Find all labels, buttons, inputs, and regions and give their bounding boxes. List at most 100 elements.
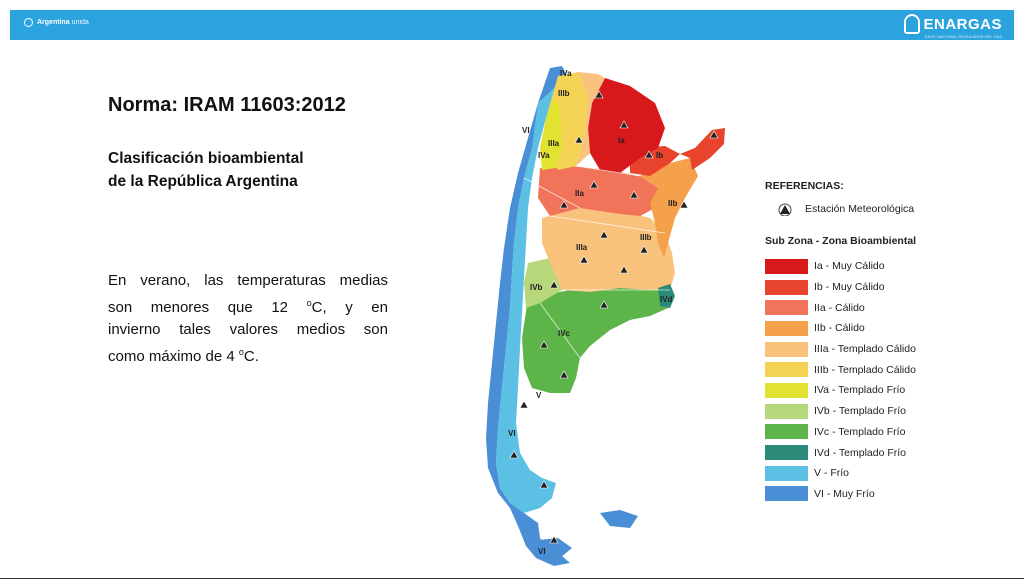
legend-zone-item: IIb - Cálido bbox=[765, 318, 975, 339]
legend-swatch bbox=[765, 279, 808, 295]
para-line-3: invierno tales valores medios son bbox=[108, 321, 388, 338]
legend-station-label: Estación Meteorológica bbox=[805, 203, 915, 215]
legend-zone-item: Ib - Muy Cálido bbox=[765, 277, 975, 298]
map-label-iiia: IIIa bbox=[576, 243, 588, 252]
zone-iia-region bbox=[538, 166, 658, 216]
legend-zone-label: Ib - Muy Cálido bbox=[814, 281, 885, 294]
legend-zone-label: IIIa - Templado Cálido bbox=[814, 343, 916, 356]
legend-zone-title: Sub Zona - Zona Bioambiental bbox=[765, 235, 917, 247]
weather-stations bbox=[509, 90, 719, 544]
legend-zone-label: VI - Muy Frío bbox=[814, 487, 875, 500]
legend-title: REFERENCIAS: bbox=[765, 180, 844, 192]
station-triangle-icon bbox=[679, 200, 689, 209]
station-triangle-icon bbox=[778, 203, 792, 216]
legend-zone-label: IIa - Cálido bbox=[814, 301, 865, 314]
map-label-iiib-north: IIIb bbox=[558, 89, 570, 98]
zone-iiia-north-region bbox=[576, 72, 605, 166]
subtitle-line-2: de la República Argentina bbox=[108, 173, 298, 190]
slide-title: Norma: IRAM 11603:2012 bbox=[108, 94, 346, 116]
legend-swatch bbox=[765, 445, 808, 461]
legend-swatch bbox=[765, 382, 808, 398]
degree-sign: o bbox=[306, 298, 312, 308]
map-label-ib: Ib bbox=[656, 151, 663, 160]
legend-zone-label: IVa - Templado Frío bbox=[814, 384, 906, 397]
station-triangle-icon bbox=[644, 150, 654, 159]
para-line-1: En verano, las temperaturas medias bbox=[108, 272, 388, 289]
legend-swatch bbox=[765, 486, 808, 502]
station-triangle-icon bbox=[539, 340, 549, 349]
legend-swatch bbox=[765, 465, 808, 481]
legend-zone-label: IIb - Cálido bbox=[814, 322, 865, 335]
station-triangle-icon bbox=[579, 255, 589, 264]
subtitle-line-1: Clasificación bioambiental bbox=[108, 150, 304, 167]
station-triangle-icon bbox=[539, 480, 549, 489]
left-brand-sub: unida bbox=[71, 19, 89, 26]
map-label-vi-north: VI bbox=[522, 126, 530, 135]
argentina-bioclimatic-map: IVa IIIb VI IIIa IVa Ia Ib IIa IIb IIIa … bbox=[486, 66, 725, 566]
map-label-ia: Ia bbox=[618, 136, 625, 145]
station-triangle-icon bbox=[509, 450, 519, 459]
para-line-4-b: C. bbox=[243, 348, 259, 365]
zone-ia-misiones-region bbox=[680, 128, 725, 170]
para-line-4: como máximo de 4 oC. bbox=[108, 341, 388, 368]
zone-ivc-region bbox=[522, 284, 672, 393]
legend-swatch bbox=[765, 341, 808, 357]
station-triangle-icon bbox=[574, 135, 584, 144]
enargas-tagline: ENTE NACIONAL REGULADOR DEL GAS bbox=[925, 34, 1002, 39]
legend-swatch bbox=[765, 403, 808, 419]
slide-subtitle: Clasificación bioambiental de la Repúbli… bbox=[108, 147, 408, 193]
degree-sign: o bbox=[238, 347, 244, 357]
para-line-4-a: como máximo de 4 bbox=[108, 348, 239, 365]
top-banner: Argentina unida ENARGAS ENTE NACIONAL RE… bbox=[10, 10, 1014, 40]
station-triangle-icon bbox=[599, 230, 609, 239]
station-triangle-icon bbox=[619, 120, 629, 129]
station-triangle-icon bbox=[629, 190, 639, 199]
map-label-iiia-north: IIIa bbox=[548, 139, 560, 148]
legend-zone-item: IIIb - Templado Cálido bbox=[765, 359, 975, 380]
zone-iva-region bbox=[540, 98, 562, 170]
legend-zone-item: IVb - Templado Frío bbox=[765, 401, 975, 422]
divider bbox=[0, 578, 1024, 579]
enargas-emblem-icon bbox=[904, 14, 921, 34]
para-line-2-a: son menores que 12 bbox=[108, 299, 307, 316]
map-label-vi-south: VI bbox=[538, 547, 546, 556]
legend-swatch bbox=[765, 424, 808, 440]
map-label-ivd: IVd bbox=[660, 295, 673, 304]
legend-zone-item: IIIa - Templado Cálido bbox=[765, 339, 975, 360]
para-line-2-b: C, y en bbox=[311, 299, 388, 316]
left-brand-text: Argentina bbox=[37, 19, 70, 26]
argentina-unida-logo: Argentina unida bbox=[24, 18, 89, 27]
legend-swatch bbox=[765, 362, 808, 378]
legend-zone-list: Ia - Muy Cálido Ib - Muy Cálido IIa - Cáli… bbox=[765, 256, 975, 504]
station-triangle-icon bbox=[619, 265, 629, 274]
station-triangle-icon bbox=[589, 180, 599, 189]
map-label-vi-mid: VI bbox=[508, 429, 516, 438]
para-line-2: son menores que 12 oC, y en bbox=[108, 292, 388, 319]
station-triangle-icon bbox=[559, 200, 569, 209]
map-label-iva-mid: IVa bbox=[538, 151, 550, 160]
station-triangle-icon bbox=[549, 280, 559, 289]
zone-iiia-region bbox=[542, 208, 675, 292]
station-triangle-icon bbox=[594, 90, 604, 99]
map-label-iva-north: IVa bbox=[560, 69, 572, 78]
enargas-logo-text: ENARGAS bbox=[923, 15, 1002, 33]
zone-vi-region bbox=[486, 66, 570, 566]
legend-zone-label: IVb - Templado Frío bbox=[814, 405, 907, 418]
legend-zone-label: IVc - Templado Frío bbox=[814, 425, 906, 438]
zone-iib-region bbox=[640, 158, 698, 258]
legend-station-item: Estación Meteorológica bbox=[777, 202, 975, 216]
legend-zone-item: IVd - Templado Frío bbox=[765, 442, 975, 463]
map-label-ivc: IVc bbox=[558, 329, 571, 338]
legend-zone-label: IVd - Templado Frío bbox=[814, 446, 907, 459]
legend-zone-item: V - Frío bbox=[765, 463, 975, 484]
sun-icon bbox=[24, 18, 33, 27]
description-paragraph: En verano, las temperaturas medias son m… bbox=[108, 270, 388, 368]
legend-swatch bbox=[765, 320, 808, 336]
station-triangle-icon bbox=[639, 245, 649, 254]
zone-vi-tdf-region bbox=[538, 538, 572, 558]
map-label-iib: IIb bbox=[668, 199, 677, 208]
legend-zone-item: IVc - Templado Frío bbox=[765, 422, 975, 443]
station-triangle-icon bbox=[519, 400, 529, 409]
map-label-ivb: IVb bbox=[530, 283, 543, 292]
map-label-iia: IIa bbox=[575, 189, 584, 198]
